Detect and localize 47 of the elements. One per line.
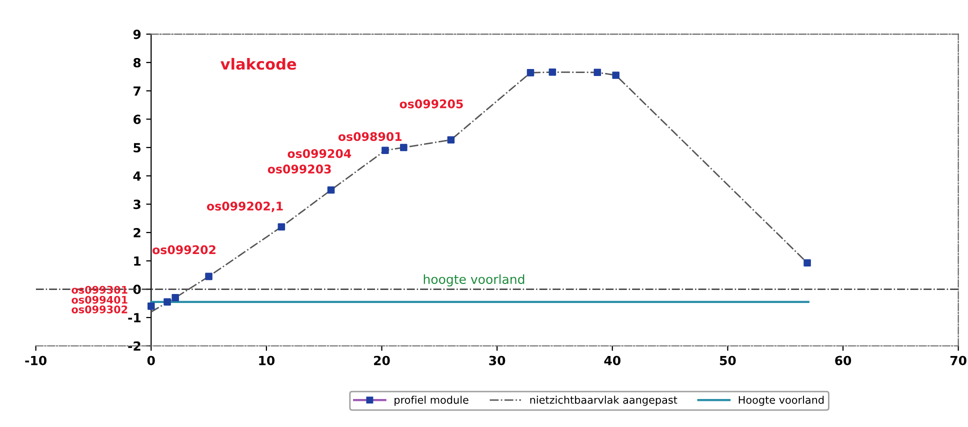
point [594, 68, 602, 76]
x-tick-label: 40 [604, 356, 620, 366]
y-tick-label: -1 [128, 313, 141, 322]
point [526, 69, 534, 76]
annotation: os099205 [400, 99, 463, 108]
annotation: os099202 [152, 245, 216, 254]
point [278, 223, 286, 230]
legend-label: Hoogte voorland [738, 396, 824, 406]
y-tick-label: 2 [134, 228, 140, 238]
annotation: os098901 [338, 132, 402, 142]
y-tick-label: 8 [133, 58, 141, 68]
y-tick-label: 4 [133, 171, 141, 181]
point [327, 186, 335, 194]
point [164, 298, 171, 306]
x-tick-label: 20 [374, 356, 390, 366]
x-tick-label: 70 [950, 356, 966, 366]
x-tick-label: -10 [25, 356, 47, 366]
annotation: os099401 [72, 296, 128, 304]
annotation: hoogte voorland [424, 274, 524, 286]
y-tick-label: 9 [133, 30, 141, 40]
point [400, 144, 408, 152]
y-tick-label: 6 [133, 114, 141, 124]
point [548, 68, 556, 76]
y-tick-label: 3 [134, 200, 140, 210]
y-tick-label: 7 [134, 86, 140, 96]
point [205, 272, 212, 280]
y-tick-label: 0 [133, 284, 141, 294]
point [804, 259, 811, 266]
y-tick-label: 5 [134, 143, 141, 152]
annotation: os099203 [268, 164, 331, 174]
x-tick-label: 50 [720, 356, 736, 366]
point [382, 146, 389, 154]
x-tick-label: 60 [835, 356, 852, 366]
legend-label: nietzichtbaarvlak aangepast [530, 396, 678, 406]
x-tick-label: 30 [489, 356, 506, 366]
point [447, 136, 455, 144]
y-tick-label: 1 [134, 256, 141, 266]
point [172, 294, 179, 302]
annotation: vlakcode [220, 58, 296, 70]
point [612, 72, 620, 79]
annotation: os099302 [72, 305, 128, 314]
x-tick-label: 0 [147, 356, 155, 366]
annotation: os099202,1 [206, 202, 283, 212]
annotation: os099204 [288, 149, 352, 158]
legend-label: profiel module [394, 396, 468, 406]
point [147, 302, 155, 310]
x-tick-label: 10 [259, 356, 275, 366]
